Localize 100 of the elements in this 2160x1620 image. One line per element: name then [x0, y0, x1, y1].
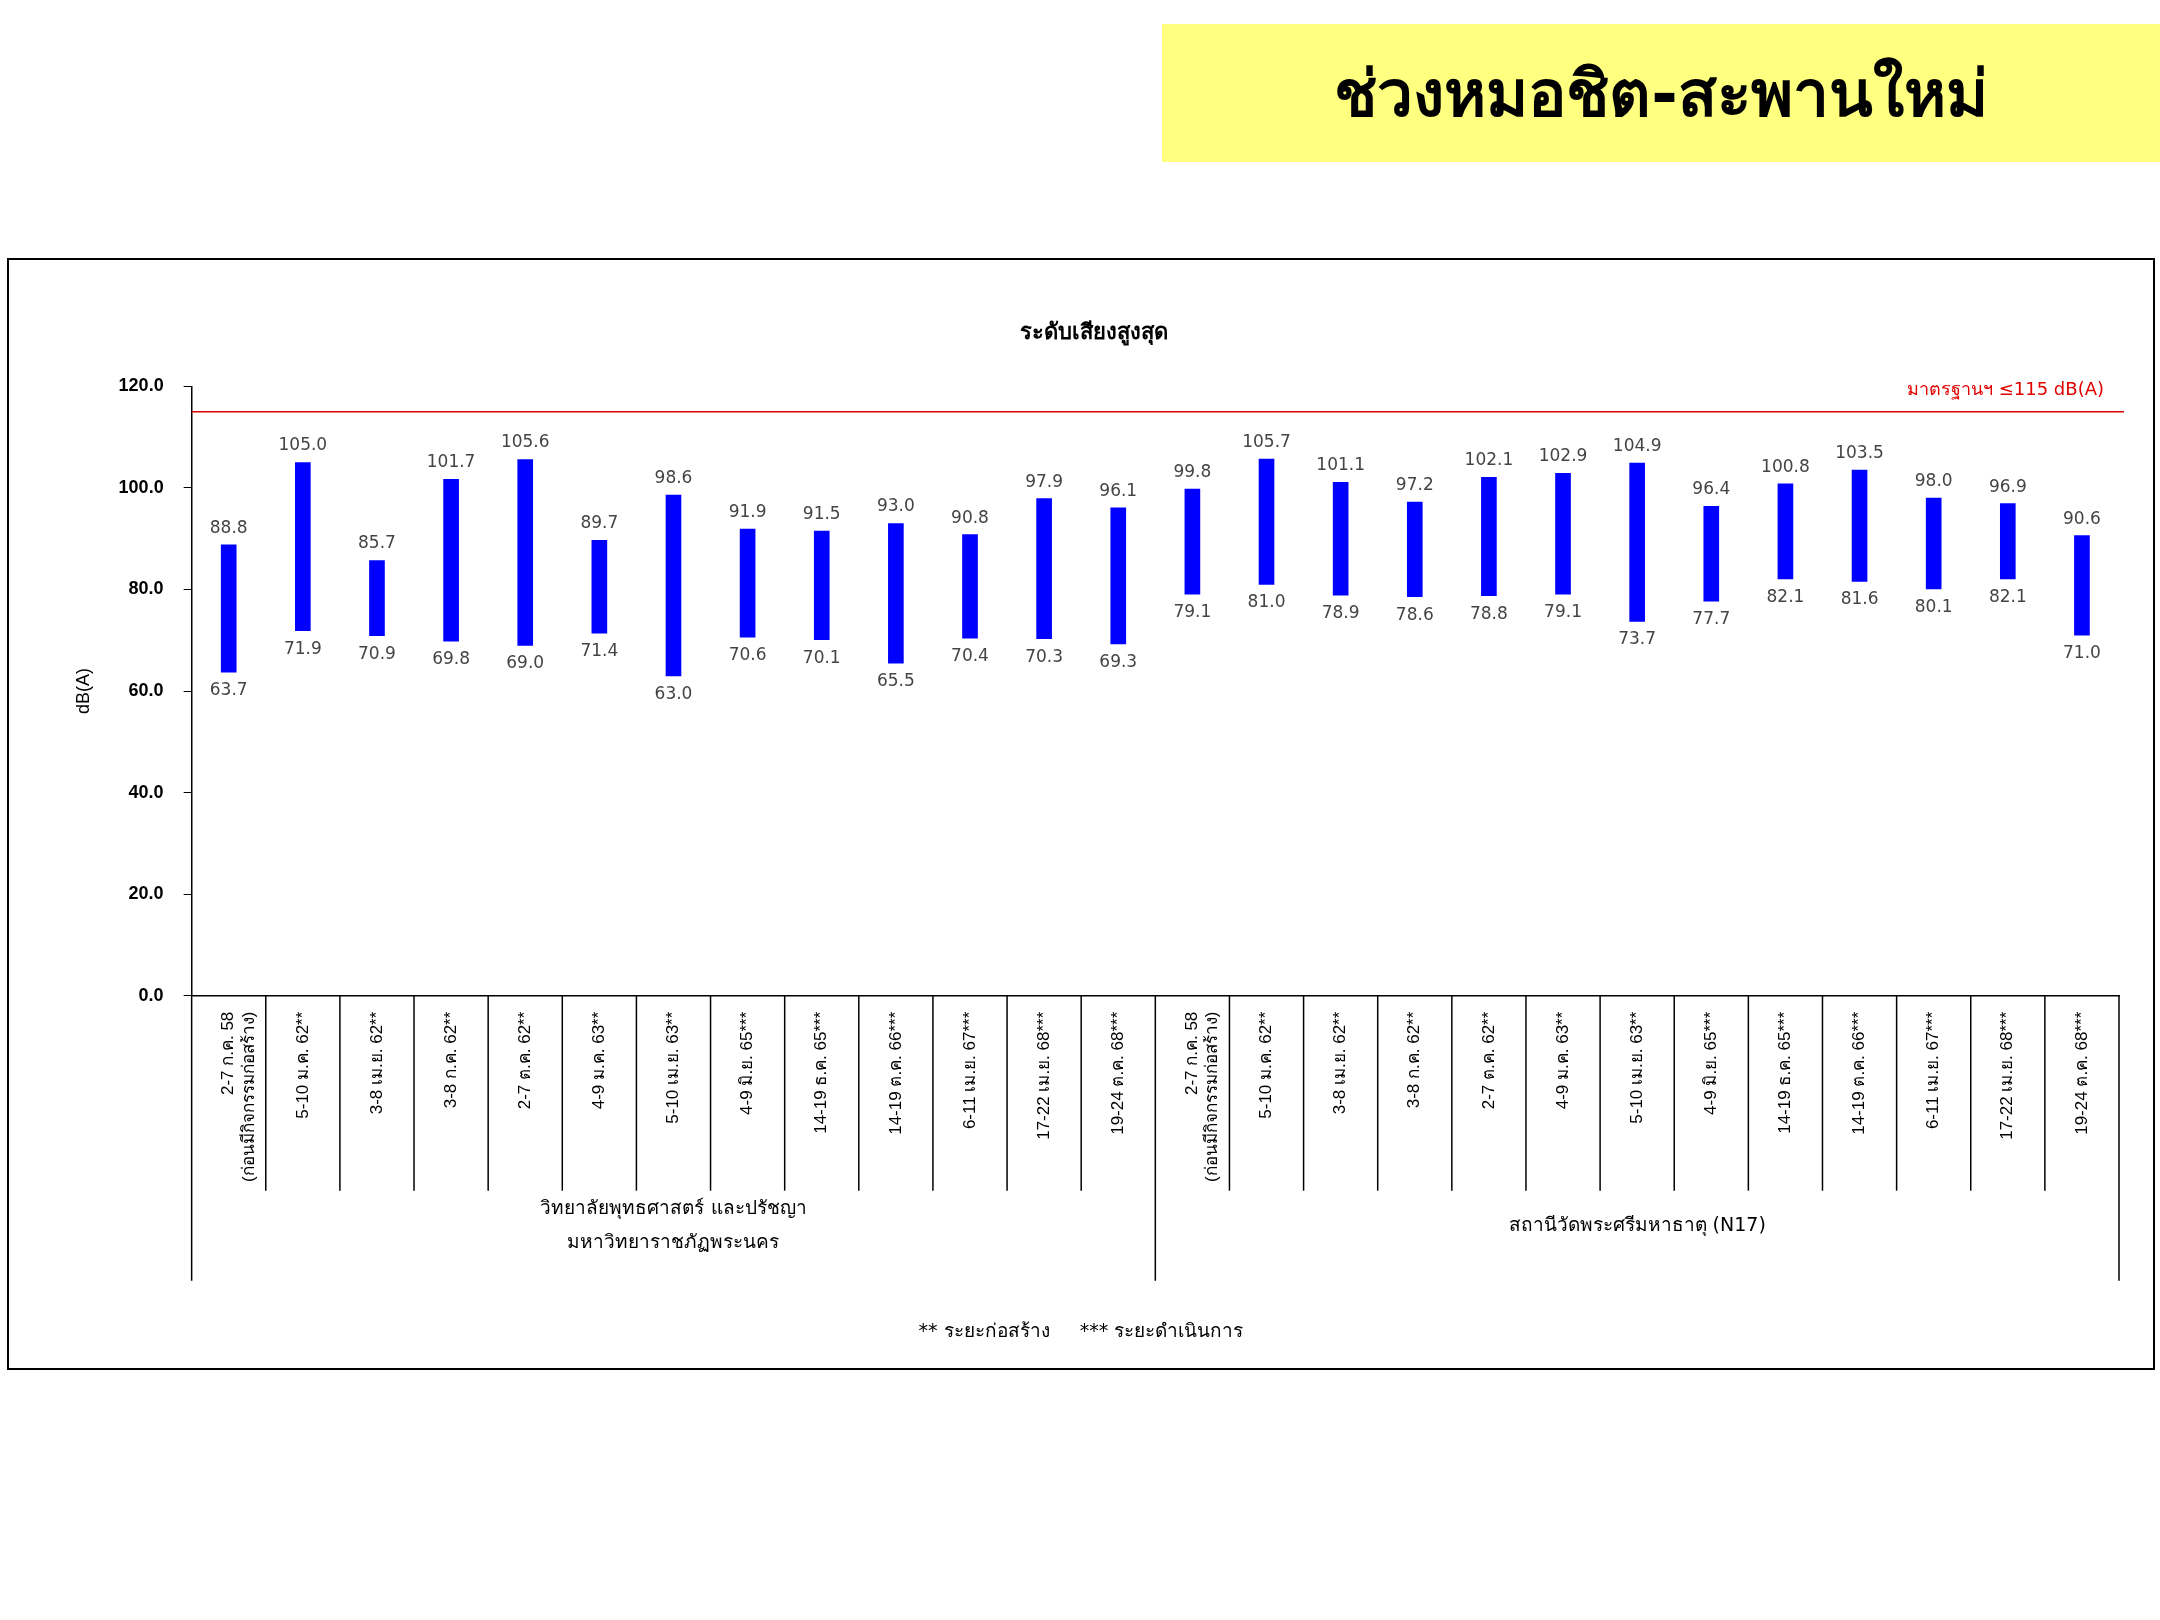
bar	[1258, 458, 1275, 585]
text: วิทยาลัยพุทธศาสตร์ และปรัชญา มหาวิทยาราชภัฏพระนคร	[540, 1195, 807, 1252]
annotation: 82.1	[1766, 585, 1805, 606]
annotation: 71.9	[283, 637, 322, 658]
annotation: 81.6	[1840, 588, 1879, 609]
data-label: 97.9	[1025, 470, 1064, 491]
x-tick-label: 3-8 ก.ค. 62**	[440, 1011, 460, 1109]
x-tick-label: 2-7 ก.ค. 58 (ก่อนมีกิจกรรมก่อสร้าง)	[1182, 1011, 1222, 1183]
bar	[1184, 488, 1201, 595]
bar	[1925, 497, 1942, 590]
y-tick-label: 0.0	[138, 984, 164, 1005]
data-label: 102.1	[1464, 449, 1514, 470]
bar	[443, 478, 459, 642]
x-tick-label: 19-24 ต.ค. 68***	[1107, 1011, 1127, 1135]
data-label: 96.9	[1988, 475, 2027, 496]
data-label: 98.0	[1914, 470, 1953, 491]
annotation: 70.9	[358, 642, 396, 663]
bar	[369, 560, 385, 637]
bar	[2074, 535, 2090, 636]
annotation: 80.1	[1914, 595, 1953, 616]
annotation: 65.5	[876, 670, 915, 691]
annotation: 69.3	[1099, 650, 1138, 671]
x-tick-label: 4-9 ม.ค. 63**	[589, 1011, 609, 1110]
x-tick-label: 3-8 ก.ค. 62**	[1404, 1011, 1424, 1109]
x-tick-label: 19-24 ต.ค. 68***	[2071, 1011, 2091, 1135]
annotation: 77.7	[1692, 608, 1731, 629]
text: สถานีวัดพระศรีมหาธาตุ (N17)	[1508, 1212, 1766, 1237]
x-tick-label: 4-9 มิ.ย. 65***	[1700, 1011, 1720, 1115]
y-tick-label: 80.0	[128, 578, 164, 599]
data-label: 105.6	[500, 431, 550, 452]
x-tick-label: 2-7 ก.ค. 58 (ก่อนมีกิจกรรมก่อสร้าง)	[218, 1011, 258, 1183]
annotation: 63.7	[209, 679, 248, 700]
data-label: 97.2	[1395, 474, 1434, 495]
data-label: 91.9	[728, 500, 767, 521]
x-tick-label: 4-9 มิ.ย. 65***	[737, 1011, 757, 1115]
x-tick-label: 5-10 เม.ย. 63**	[1626, 1011, 1646, 1124]
data-label: 103.5	[1835, 442, 1884, 463]
data-label: 101.1	[1316, 454, 1365, 475]
data-label: 104.9	[1612, 434, 1662, 455]
bar	[1555, 472, 1571, 595]
x-tick-label: 17-22 เม.ย. 68***	[1033, 1011, 1053, 1140]
annotation: 70.1	[802, 646, 841, 667]
bar	[1406, 501, 1423, 597]
bar	[220, 544, 237, 673]
bar	[591, 539, 608, 634]
data-label: 102.9	[1538, 445, 1588, 466]
y-tick-label: 120.0	[118, 375, 164, 396]
ref-line-label: มาตรฐานฯ ≤115 dB(A)	[1906, 378, 2104, 401]
bar	[1629, 462, 1645, 622]
y-tick-label: 60.0	[128, 680, 164, 701]
bar	[813, 530, 830, 641]
x-tick-label: 14-19 ธ.ค. 65***	[1775, 1011, 1795, 1134]
x-tick-label: 14-19 ธ.ค. 65***	[811, 1011, 831, 1134]
data-label: 101.7	[426, 451, 476, 472]
data-label: 105.7	[1242, 430, 1291, 451]
annotation: 78.8	[1469, 602, 1508, 623]
bar	[1851, 469, 1868, 582]
x-tick-label: 2-7 ต.ค. 62**	[1478, 1011, 1498, 1110]
data-label: 90.6	[2063, 507, 2101, 528]
data-label: 100.8	[1761, 455, 1810, 476]
annotation: 71.4	[580, 640, 619, 661]
data-label: 91.5	[802, 503, 841, 524]
data-label: 89.7	[580, 512, 619, 533]
data-label: 96.1	[1099, 479, 1138, 500]
bar	[665, 494, 682, 677]
bar	[1703, 505, 1720, 602]
data-label: 93.0	[876, 495, 915, 516]
annotation: 81.0	[1247, 591, 1286, 612]
annotation: 70.4	[951, 645, 989, 666]
bar	[1999, 503, 2016, 580]
bar	[517, 459, 534, 646]
annotation: 78.9	[1321, 602, 1360, 622]
x-tick-label: 2-7 ต.ค. 62**	[514, 1011, 534, 1110]
y-tick-label: 100.0	[118, 476, 164, 497]
x-tick-label: 14-19 ต.ค. 66***	[885, 1011, 905, 1135]
bar	[295, 462, 311, 631]
annotation: 70.3	[1025, 645, 1064, 666]
chart-subtitle: ระดับเสียงสูงสุด	[1020, 319, 1168, 347]
text: ** ระยะก่อสร้าง *** ระยะดำเนินการ	[917, 1318, 1245, 1343]
data-label: 90.8	[951, 506, 989, 527]
x-tick-label: 5-10 เม.ย. 63**	[663, 1011, 683, 1124]
annotation: 73.7	[1618, 628, 1657, 649]
x-tick-label: 5-10 ม.ค. 62**	[1256, 1011, 1276, 1119]
annotation: 69.0	[506, 652, 545, 673]
y-tick-label: 20.0	[128, 883, 164, 904]
bar	[1036, 498, 1052, 640]
x-tick-label: 14-19 ต.ค. 66***	[1849, 1011, 1869, 1135]
data-label: 99.8	[1173, 460, 1212, 481]
annotation: 79.1	[1173, 600, 1212, 621]
bar	[1110, 507, 1127, 645]
x-tick-label: 17-22 เม.ย. 68***	[1997, 1011, 2017, 1140]
data-label: 105.0	[278, 434, 328, 455]
bar	[962, 534, 978, 639]
y-axis-title: dB(A)	[72, 668, 93, 715]
data-label: 98.6	[654, 466, 693, 487]
x-tick-label: 5-10 ม.ค. 62**	[292, 1011, 312, 1119]
x-tick-label: 6-11 เม.ย. 67***	[959, 1011, 979, 1130]
annotation: 70.6	[728, 644, 767, 665]
annotation: 79.1	[1544, 600, 1582, 621]
bar	[1777, 483, 1794, 580]
